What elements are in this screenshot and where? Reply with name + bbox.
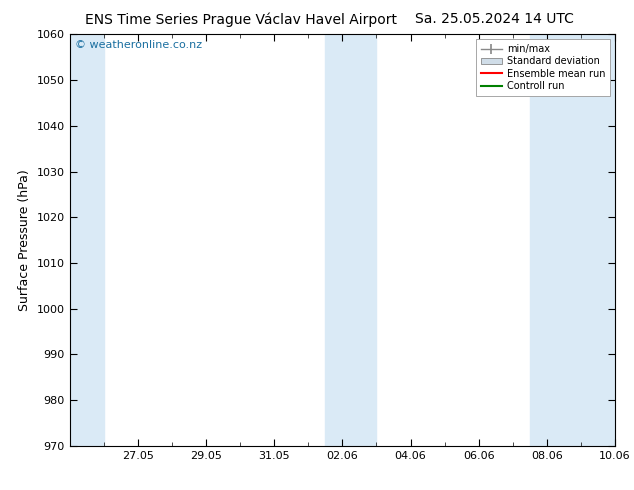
Text: ENS Time Series Prague Václav Havel Airport: ENS Time Series Prague Václav Havel Airp… bbox=[85, 12, 397, 27]
Bar bbox=[325, 34, 377, 446]
Text: © weatheronline.co.nz: © weatheronline.co.nz bbox=[75, 41, 202, 50]
Y-axis label: Surface Pressure (hPa): Surface Pressure (hPa) bbox=[18, 169, 31, 311]
Bar bbox=[70, 34, 104, 446]
Bar bbox=[530, 34, 615, 446]
Text: Sa. 25.05.2024 14 UTC: Sa. 25.05.2024 14 UTC bbox=[415, 12, 574, 26]
Legend: min/max, Standard deviation, Ensemble mean run, Controll run: min/max, Standard deviation, Ensemble me… bbox=[476, 39, 610, 96]
